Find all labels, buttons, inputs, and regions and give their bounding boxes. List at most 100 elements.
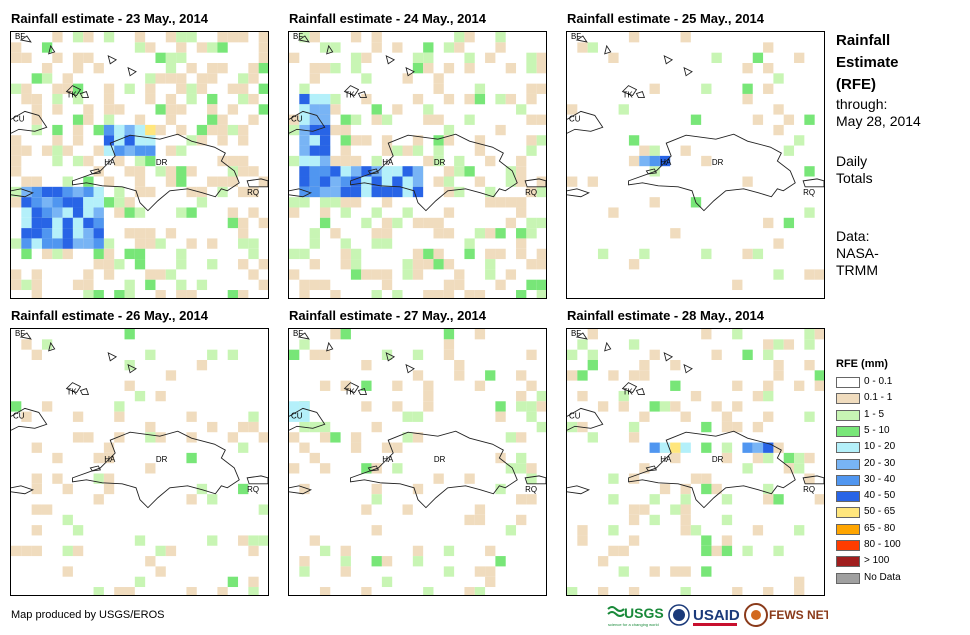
rainfall-cell [680,411,691,422]
rainfall-cell [773,124,784,136]
rainfall-cell [659,155,671,167]
rainfall-cell [21,411,32,422]
rainfall-cell [361,93,372,105]
rainfall-cell [474,93,486,105]
legend-swatch [836,458,860,470]
rainfall-cell [124,587,135,595]
rainfall-cell [186,135,197,146]
rainfall-cell [103,104,115,115]
rainfall-cell [392,176,403,187]
rainfall-cell [21,176,32,187]
coastline [575,35,588,43]
rainfall-cell [186,494,197,505]
rainfall-cell [794,576,805,588]
rainfall-cell [670,401,681,412]
rainfall-cell [618,401,629,412]
coastline [19,332,32,340]
rainfall-cell [618,390,629,402]
rainfall-cell [350,197,362,208]
coastline [11,407,48,431]
rainfall-cell [207,176,218,187]
rainfall-cell [52,473,63,484]
rainfall-cell [72,186,84,198]
rainfall-cell [361,269,372,280]
map-label-dr: DR [712,158,724,167]
rainfall-cell [773,442,784,453]
rainfall-cell [443,166,455,177]
rainfall-cell [72,124,84,136]
rainfall-cell [464,52,475,63]
panel-title-3: Rainfall estimate - 25 May., 2014 [567,11,765,26]
rainfall-cell [392,166,403,177]
rainfall-cell [526,217,537,229]
rainfall-cell [423,52,434,63]
rainfall-cell [340,197,351,208]
rainfall-cell [145,42,156,53]
rainfall-cell [309,349,320,360]
rainfall-cell [485,52,496,63]
rainfall-cell [21,93,32,105]
rainfall-cell [196,83,208,94]
rainfall-cell [83,217,94,229]
rainfall-cell [309,32,320,43]
rainfall-cell [381,186,393,198]
rainfall-cell [62,248,73,260]
coastline [567,485,590,495]
coastline [11,188,34,198]
coastline [11,110,48,134]
rainfall-cell [238,124,249,136]
rainfall-cell [804,411,815,422]
rainfall-cell [330,93,341,105]
rainfall-cell [423,217,434,229]
rainfall-cell [536,114,546,125]
rainfall-cell [72,52,84,63]
rainfall-cell [567,587,578,595]
rainfall-cell [309,62,320,74]
rainfall-cell [62,566,73,577]
rainfall-cell [628,504,640,515]
rainfall-cell [340,186,351,198]
coastline [635,91,646,98]
rainfall-cell [62,217,73,229]
coastline [289,110,326,134]
rainfall-cell [186,411,197,422]
rainfall-cell [11,52,22,63]
rainfall-cell [93,452,104,464]
rainfall-cell [526,186,537,198]
coastline [326,341,334,352]
rainfall-cell [196,42,208,53]
fews-net-logo-text: FEWS NET [769,608,828,622]
side-daily: Daily [836,153,868,169]
rainfall-cell [176,42,187,53]
rainfall-cell [485,228,496,239]
rainfall-cell [93,238,104,249]
coastline [683,66,693,77]
rainfall-cell [93,248,104,260]
legend-swatch [836,377,860,388]
rainfall-cell [83,269,94,280]
rainfall-cell [732,380,743,391]
rainfall-cell [165,32,177,43]
rainfall-cell [93,197,104,208]
coastline [289,485,312,495]
rainfall-cell [639,248,650,260]
rainfall-cell [289,401,300,412]
rainfall-cell [474,83,486,94]
rainfall-cell [371,176,382,187]
map-label-rq: RQ [247,188,259,197]
rainfall-cell [773,73,784,84]
rainfall-cell [114,104,125,115]
panel-title-2: Rainfall estimate - 24 May., 2014 [289,11,487,26]
rainfall-cell [31,176,42,187]
rainfall-cell [412,269,424,280]
rainfall-cell [248,114,259,125]
rainfall-cell [186,32,197,43]
rainfall-cell [134,228,146,239]
rainfall-cell [258,259,268,270]
rainfall-cell [371,421,382,433]
coastline [65,85,82,97]
rainfall-cell [248,93,259,105]
rainfall-cell [464,248,475,260]
map-label-ha: HA [382,158,394,167]
rainfall-cell [443,207,455,218]
